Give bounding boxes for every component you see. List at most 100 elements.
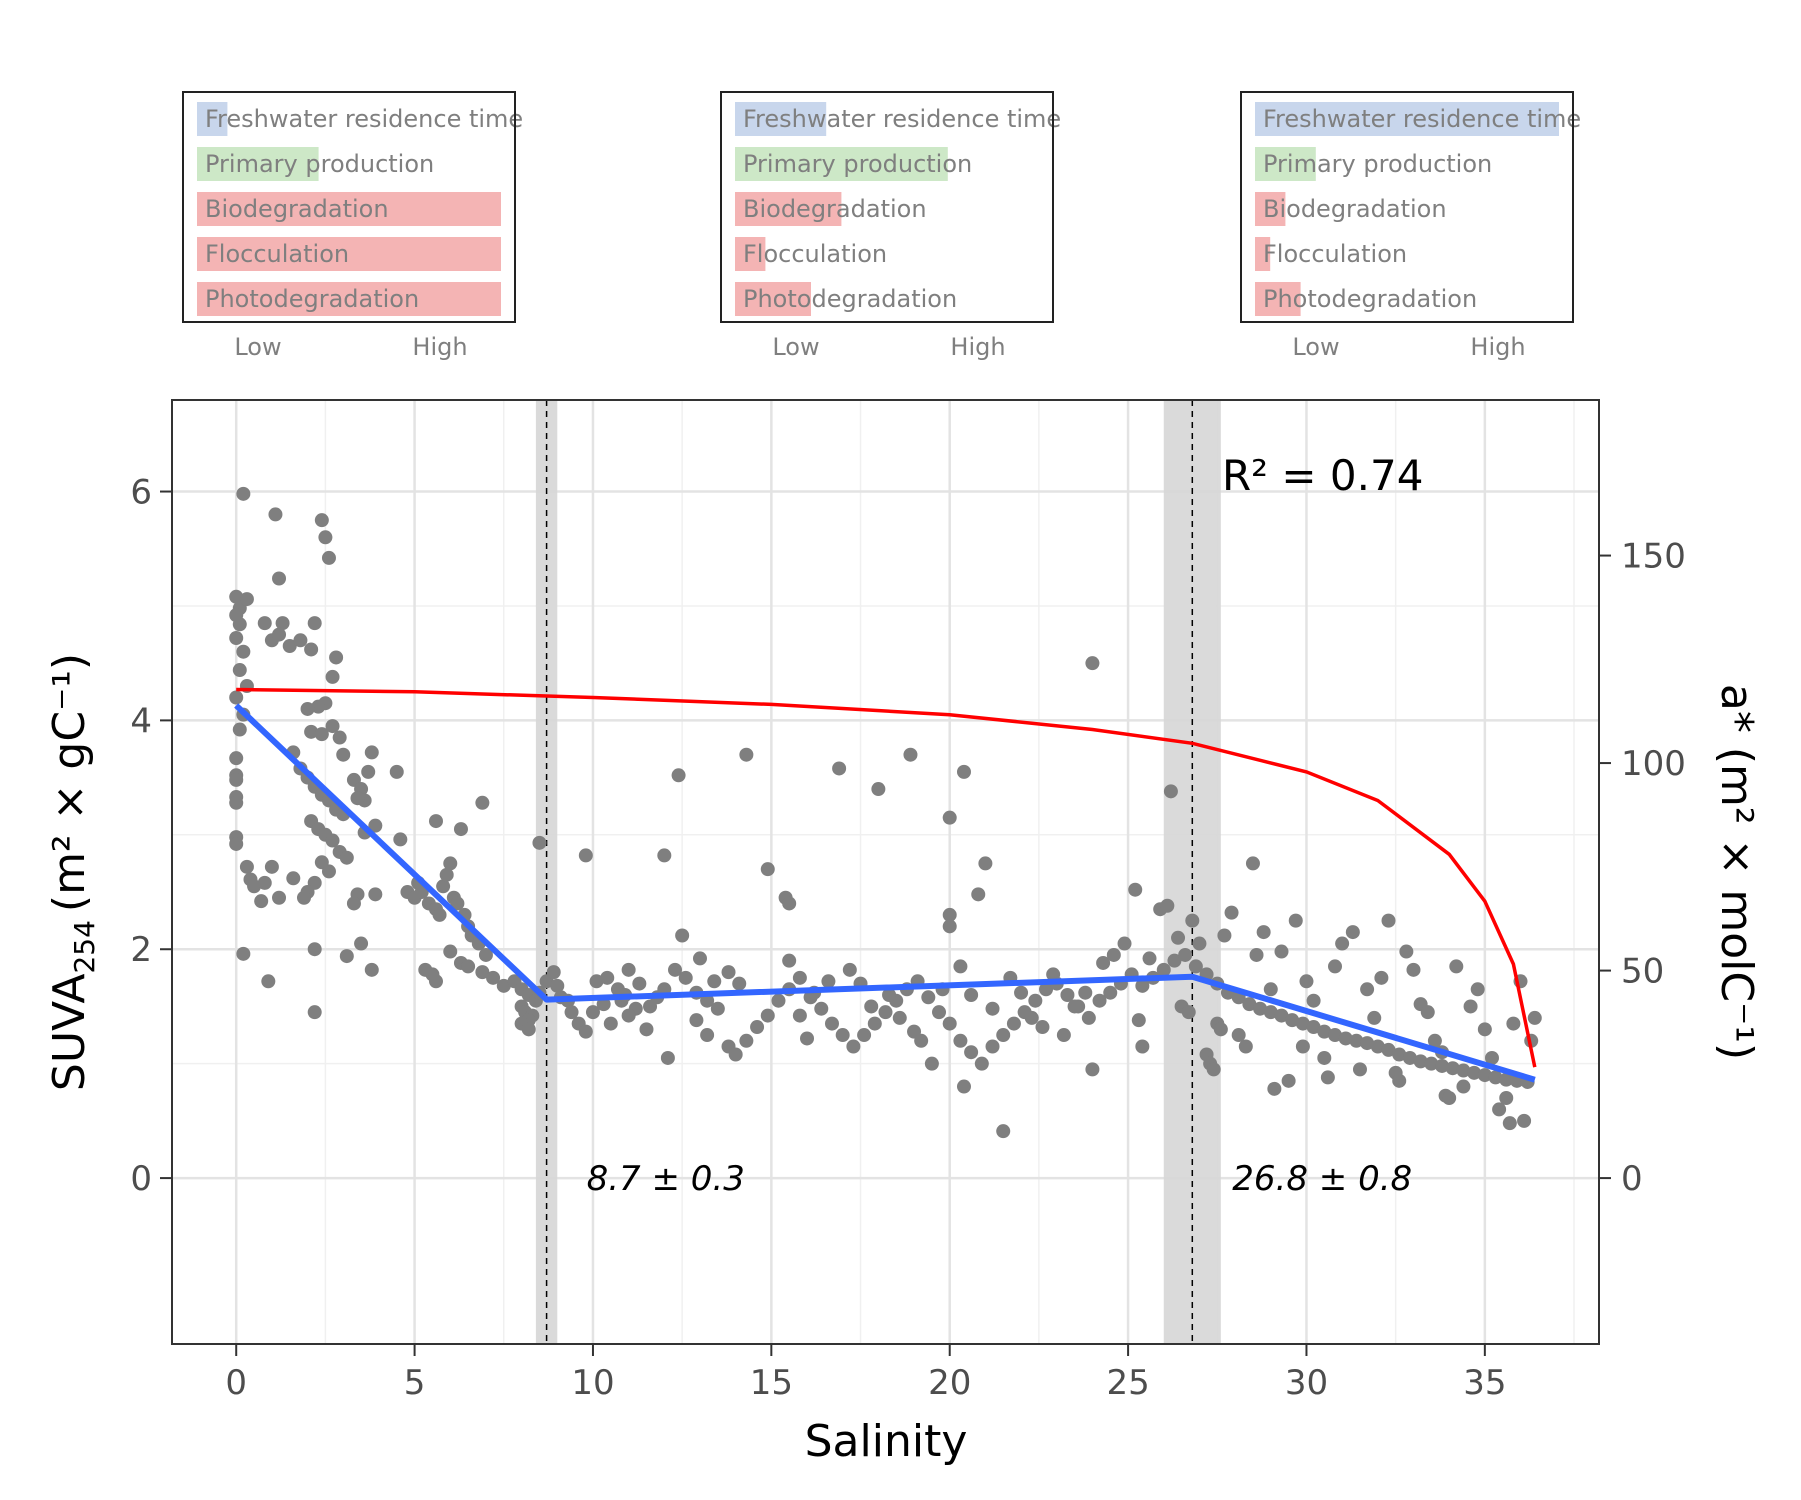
- data-point: [1456, 1063, 1471, 1078]
- data-point: [1499, 1090, 1514, 1105]
- data-point: [1442, 1090, 1457, 1105]
- data-point: [1039, 982, 1054, 997]
- data-point: [1117, 936, 1132, 951]
- data-point: [871, 782, 886, 797]
- scale-low-label: Low: [234, 333, 281, 361]
- data-point: [1171, 930, 1186, 945]
- y2-axis-title: a* (m² × molC⁻¹): [1711, 684, 1762, 1060]
- conservative-mixing-line: [236, 687, 1537, 1068]
- data-point: [621, 1008, 636, 1023]
- data-point: [229, 589, 244, 604]
- data-point: [339, 850, 354, 865]
- process-level-bar: [735, 192, 842, 226]
- data-point: [760, 862, 775, 877]
- scale-high-label: High: [1470, 333, 1525, 361]
- data-point: [792, 970, 807, 985]
- data-point: [1256, 925, 1271, 940]
- data-point: [1006, 1016, 1021, 1031]
- data-point: [229, 631, 244, 646]
- data-point: [1360, 982, 1375, 997]
- data-point: [232, 663, 247, 678]
- data-point: [1477, 1022, 1492, 1037]
- process-level-bar: [197, 147, 319, 181]
- process-level-bar: [735, 237, 766, 271]
- data-point: [867, 1016, 882, 1031]
- data-point: [257, 875, 272, 890]
- data-point: [721, 965, 736, 980]
- process-level-bar: [1255, 282, 1301, 316]
- process-level-bar: [735, 147, 948, 181]
- data-point: [318, 530, 333, 545]
- data-point: [1349, 1033, 1364, 1048]
- data-point: [857, 1028, 872, 1043]
- process-level-bar: [197, 102, 228, 136]
- data-point: [1360, 1036, 1375, 1051]
- breakpoint-ci-band: [535, 400, 558, 1344]
- data-point: [914, 1033, 929, 1048]
- data-point: [739, 1033, 754, 1048]
- data-point: [1406, 962, 1421, 977]
- process-label: Freshwater residence time: [1263, 105, 1581, 133]
- data-point: [832, 761, 847, 776]
- data-point: [692, 951, 707, 966]
- data-point: [229, 795, 244, 810]
- data-point: [1106, 947, 1121, 962]
- data-point: [1217, 928, 1232, 943]
- data-point: [921, 990, 936, 1005]
- data-point: [1435, 1058, 1450, 1073]
- data-point: [1477, 1068, 1492, 1083]
- breakpoint-label: 8.7 ± 0.3: [587, 1159, 745, 1199]
- data-point: [1517, 1113, 1532, 1128]
- plot-border: [171, 399, 1600, 1345]
- data-point: [1381, 1042, 1396, 1057]
- process-panel: Freshwater residence time Primary product…: [1240, 91, 1581, 361]
- data-point: [1085, 1062, 1100, 1077]
- process-panel-border: [1240, 91, 1574, 323]
- data-point: [1103, 985, 1118, 1000]
- x-tick-label: 20: [928, 1363, 971, 1403]
- data-point: [1381, 913, 1396, 928]
- data-point: [1317, 1024, 1332, 1039]
- process-level-bar: [197, 192, 501, 226]
- data-point: [393, 832, 408, 847]
- data-point: [700, 993, 715, 1008]
- data-point: [1527, 1010, 1542, 1025]
- data-points: [229, 486, 1542, 1139]
- data-point: [229, 836, 244, 851]
- data-point: [232, 722, 247, 737]
- data-point: [232, 617, 247, 632]
- data-point: [1306, 993, 1321, 1008]
- data-point: [1245, 856, 1260, 871]
- data-point: [1506, 1016, 1521, 1031]
- data-point: [814, 1001, 829, 1016]
- y2-tick-label: 150: [1621, 537, 1686, 577]
- data-point: [1488, 1070, 1503, 1085]
- data-point: [782, 953, 797, 968]
- data-point: [842, 962, 857, 977]
- data-point: [325, 719, 340, 734]
- data-point: [956, 764, 971, 779]
- data-point: [1224, 905, 1239, 920]
- data-point: [1035, 1020, 1050, 1035]
- data-point: [1370, 1039, 1385, 1054]
- process-level-bar: [1255, 147, 1316, 181]
- data-point: [1463, 999, 1478, 1014]
- data-point: [589, 974, 604, 989]
- data-point: [675, 928, 690, 943]
- data-point: [432, 907, 447, 922]
- data-point: [272, 571, 287, 586]
- process-panels: Freshwater residence time Primary product…: [182, 91, 1581, 361]
- x-tick-label: 10: [571, 1363, 614, 1403]
- data-point: [1160, 898, 1175, 913]
- data-point: [585, 1005, 600, 1020]
- data-point: [1056, 1028, 1071, 1043]
- data-point: [264, 859, 279, 874]
- x-tick-label: 15: [750, 1363, 793, 1403]
- data-point: [1128, 882, 1143, 897]
- process-panel-border: [720, 91, 1054, 323]
- data-point: [229, 772, 244, 787]
- data-point: [1424, 1056, 1439, 1071]
- x-tick-label: 0: [225, 1363, 247, 1403]
- data-point: [1345, 925, 1360, 940]
